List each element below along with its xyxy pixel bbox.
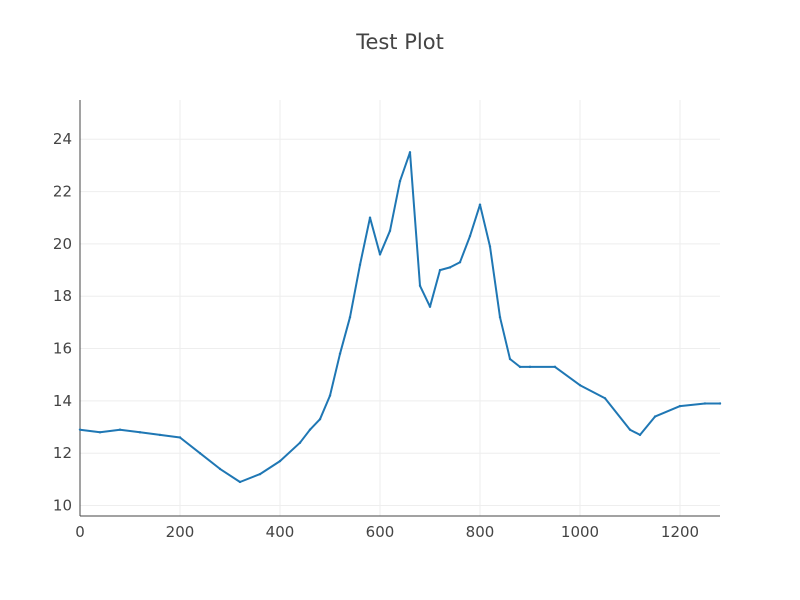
data-point	[528, 365, 532, 369]
data-point	[518, 365, 522, 369]
data-point	[638, 433, 642, 437]
data-point	[198, 452, 202, 455]
data-point	[578, 383, 582, 387]
y-tick-label: 16	[53, 340, 72, 358]
series-layer	[78, 151, 722, 484]
data-point	[498, 315, 502, 319]
data-point	[468, 234, 472, 238]
data-point	[378, 253, 382, 256]
data-point	[458, 261, 462, 264]
data-point	[338, 352, 342, 355]
y-tick-label: 12	[53, 444, 72, 462]
data-point	[488, 245, 492, 248]
data-point	[678, 404, 682, 408]
data-point	[398, 179, 402, 183]
data-point	[368, 216, 372, 219]
data-point	[78, 428, 82, 431]
data-point	[388, 229, 392, 233]
data-point	[348, 315, 352, 319]
data-point	[553, 365, 557, 369]
data-point	[278, 459, 282, 463]
data-point	[328, 394, 332, 397]
y-tick-label: 10	[53, 497, 72, 515]
data-point	[358, 263, 362, 267]
series-line	[79, 151, 720, 483]
data-point	[178, 436, 182, 439]
data-point	[308, 428, 312, 431]
chart-title: Test Plot	[355, 30, 444, 54]
data-point	[653, 415, 657, 418]
data-point	[218, 467, 222, 471]
tick-labels: 0 200 400 600 800 1000 1200 10 12 14 16 18 20 22 24	[53, 130, 699, 541]
data-point	[478, 203, 482, 206]
data-point	[603, 397, 607, 400]
x-tick-label: 0	[75, 523, 85, 541]
y-tick-label: 20	[53, 235, 72, 253]
y-tick-label: 14	[53, 392, 72, 410]
x-tick-label: 1200	[661, 523, 699, 541]
data-point	[428, 305, 432, 308]
y-tick-label: 18	[53, 287, 72, 305]
data-point	[703, 402, 707, 405]
data-point	[508, 357, 512, 361]
x-tick-label: 1000	[561, 523, 599, 541]
data-point	[438, 268, 442, 272]
axes	[79, 100, 720, 517]
x-tick-label: 400	[266, 523, 295, 541]
data-point	[318, 417, 322, 421]
x-tick-label: 800	[466, 523, 495, 541]
data-point	[138, 431, 142, 434]
data-point	[718, 402, 722, 405]
x-tick-label: 200	[166, 523, 195, 541]
data-point	[258, 472, 262, 476]
data-point	[158, 433, 162, 437]
data-point	[408, 151, 412, 154]
data-point	[118, 428, 122, 431]
data-point	[98, 431, 102, 434]
data-point	[418, 284, 422, 287]
grid-lines	[80, 100, 720, 516]
x-tick-label: 600	[366, 523, 395, 541]
data-point	[448, 266, 452, 269]
y-tick-label: 22	[53, 183, 72, 201]
data-point	[298, 441, 302, 444]
data-point	[628, 428, 632, 431]
y-tick-label: 24	[53, 130, 72, 148]
data-point	[238, 480, 242, 484]
